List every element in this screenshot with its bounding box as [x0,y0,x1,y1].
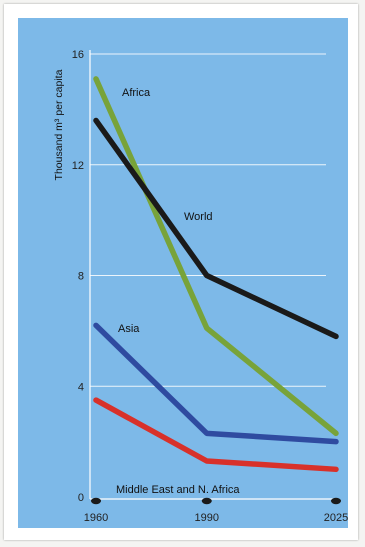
chart-frame: 0 4 8 12 16 1960 1990 2025 Africa World Asia Midd… [4,4,358,540]
y-axis-ticks: 0 4 8 12 16 [72,49,84,504]
x-tick-marker [201,497,212,505]
series-line-2 [93,322,339,445]
y-tick-label: 0 [78,492,84,504]
y-tick-label: 16 [72,49,84,61]
plot-area [91,50,327,496]
series-label: Middle East and N. Africa [116,484,240,496]
series-labels: Africa World Asia Middle East and N. Africa [116,87,240,496]
y-tick-label: 12 [72,160,84,172]
y-tick-label: 4 [78,381,84,393]
x-tick-label: 1990 [195,512,219,524]
x-tick-marker [331,497,341,505]
line-chart: 0 4 8 12 16 1960 1990 2025 Africa World Asia Midd… [18,18,348,528]
x-axis-ticks: 1960 1990 2025 [84,497,348,524]
y-tick-label: 8 [78,271,84,283]
y-axis-label: Thousand m³ per capita [53,69,65,180]
x-tick-label: 1960 [84,512,108,524]
series-line-0 [93,76,339,437]
x-tick-marker [91,497,101,505]
series-label: World [184,211,213,223]
series-label: Africa [122,87,151,99]
series-line-1 [93,117,339,340]
x-tick-label: 2025 [324,512,348,524]
series-label: Asia [118,323,140,335]
series-line-3 [93,397,339,473]
series-lines [93,76,339,473]
